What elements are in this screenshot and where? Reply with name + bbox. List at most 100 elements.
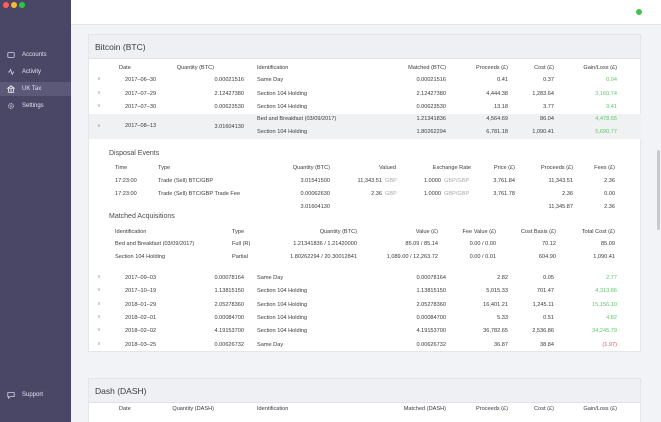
btc-column-header: Proceeds (£) [475,65,508,71]
row-cost: 3.77 [543,104,554,110]
chat-icon [7,392,15,399]
disposal-column-header: Fees (£) [594,165,615,171]
disposal-quantity: 0.00062630 [300,190,330,197]
expanded-row[interactable] [89,114,642,139]
disposal-total-fees: 2.36 [604,204,615,210]
row-gain-loss: 2.77 [606,275,617,281]
btc-column-header: Cost (£) [534,65,554,71]
disposal-valued-currency: GBP [385,190,397,197]
row-cost: 38.84 [540,341,554,348]
row-identification: Section 104 Holding [257,328,308,335]
row-quantity: 2.12427380 [214,90,244,97]
sidebar-item-support[interactable]: Support [0,388,71,402]
btc-column-header: Identification [257,65,289,71]
minimize-button[interactable] [11,2,17,8]
row-cost: 0.05 [543,275,554,281]
row-identification: Section 104 Holding [257,301,308,308]
bank-icon [7,85,15,93]
row-proceeds: 5,015.33 [486,288,508,295]
row-date: 2017–10–19 [125,288,157,295]
expand-chevron[interactable]: ∨ [97,274,101,280]
matched-column-header: Quantity (BTC) [319,229,357,235]
expand-chevron[interactable]: ∨ [97,103,101,109]
disposal-column-header: Price (£) [493,165,515,171]
disposal-rate: 1.0000 [423,190,441,197]
row-cost: 701.47 [536,288,554,295]
dash-column-header: Cost (£) [534,406,554,412]
matched-acquisitions-title: Matched Acquisitions [109,213,175,220]
row-date: 2017–06–30 [125,77,157,83]
close-button[interactable] [3,2,9,8]
matched-fee: 0.00 / 0.01 [469,254,496,260]
disposal-rate-pair: GBP/GBP [444,190,470,197]
row-gain-loss: 4,313.86 [595,288,617,295]
disposal-column-header: Quantity (BTC) [292,165,330,171]
row-gain-loss: (1.97) [602,341,617,348]
row-date: 2018–03–25 [125,341,157,348]
row-cost: 0.37 [543,77,554,83]
sidebar-item-label: Support [22,392,44,398]
sidebar-item-accounts[interactable]: Accounts [0,48,71,62]
matched-column-header: Value (£) [415,229,438,235]
row-cost: 0.51 [543,314,554,321]
top-bar [71,0,661,25]
row-proceeds: 0.41 [497,77,508,83]
expand-chevron[interactable]: ∨ [97,76,101,82]
row-identification: Same Day [257,77,284,83]
sidebar: Accounts Activity UK Tax Settings Support [0,0,71,422]
expand-chevron[interactable]: ∨ [97,300,101,307]
row-matched: 0.00021516 [416,77,446,83]
expand-chevron[interactable]: ∨ [97,340,101,347]
collapse-chevron[interactable]: ∧ [97,123,101,129]
expand-chevron[interactable]: ∨ [97,287,101,294]
btc-column-header: Matched (BTC) [408,65,446,71]
row-cost: 1,245.11 [532,301,554,308]
disposal-proceeds: 11,343.51 [548,178,573,184]
disposal-fees: 0.00 [604,190,615,197]
matched-column-header: Identification [115,229,147,235]
matched-value: 1,089.00 / 12,263.72 [386,254,438,260]
expand-chevron[interactable]: ∨ [97,327,101,334]
zoom-button[interactable] [19,2,25,8]
disposal-time: 17:23:00 [115,178,137,184]
dash-card-title: Dash (DASH) [89,379,640,403]
row-matched: 0.00078164 [416,275,446,281]
matched-cost-basis: 70.12 [542,241,556,247]
sidebar-item-uk-tax[interactable]: UK Tax [0,82,71,96]
row-date: 2017–09–03 [125,275,157,281]
row-identification: Section 104 Holding [257,314,308,321]
row-identification: Section 104 Holding [257,288,308,295]
row-cost: 1,283.64 [532,90,554,97]
matched-column-header: Type [232,229,245,235]
row-gain-loss: 34,245.79 [592,328,617,335]
matched-column-header: Cost Basis (£) [520,229,556,235]
disposal-events-title: Disposal Events [109,150,160,157]
sidebar-item-label: Accounts [22,52,47,58]
sidebar-item-label: UK Tax [22,86,42,92]
row-gain-loss: 5,690.77 [595,129,617,135]
disposal-rate-pair: GBP/GBP [444,178,470,184]
expand-chevron[interactable]: ∨ [97,313,101,320]
matched-quantity: 1.21341836 / 1.21420000 [293,241,357,247]
dash-column-header: Quantity (DASH) [172,406,214,412]
row-date: 2018–02–02 [125,328,157,335]
row-quantity: 2.05278360 [214,301,244,308]
row-quantity: 0.00623530 [214,104,244,110]
row-quantity: 1.13815150 [214,288,244,295]
disposal-column-header: Type [158,165,171,171]
disposal-column-header: Valued [378,165,396,171]
sidebar-item-activity[interactable]: Activity [0,65,71,79]
row-identification: Same Day [257,275,284,281]
row-matched: 2.12427380 [416,90,446,97]
sidebar-item-label: Settings [22,103,44,109]
disposal-total-proceeds: 11,345.87 [548,204,573,210]
gear-icon [8,103,14,109]
dash-column-header: Matched (DASH) [403,406,446,412]
row-date: 2018–01–29 [125,301,157,308]
row-identification: Section 104 Holding [257,104,308,110]
main-panel: Bitcoin (BTC) Date Quantity (BTC) Identifi… [71,0,661,422]
expand-chevron[interactable]: ∨ [97,89,101,96]
scrollbar[interactable] [657,150,660,230]
sidebar-item-settings[interactable]: Settings [0,99,71,113]
matched-type: Full (R) [232,241,251,247]
